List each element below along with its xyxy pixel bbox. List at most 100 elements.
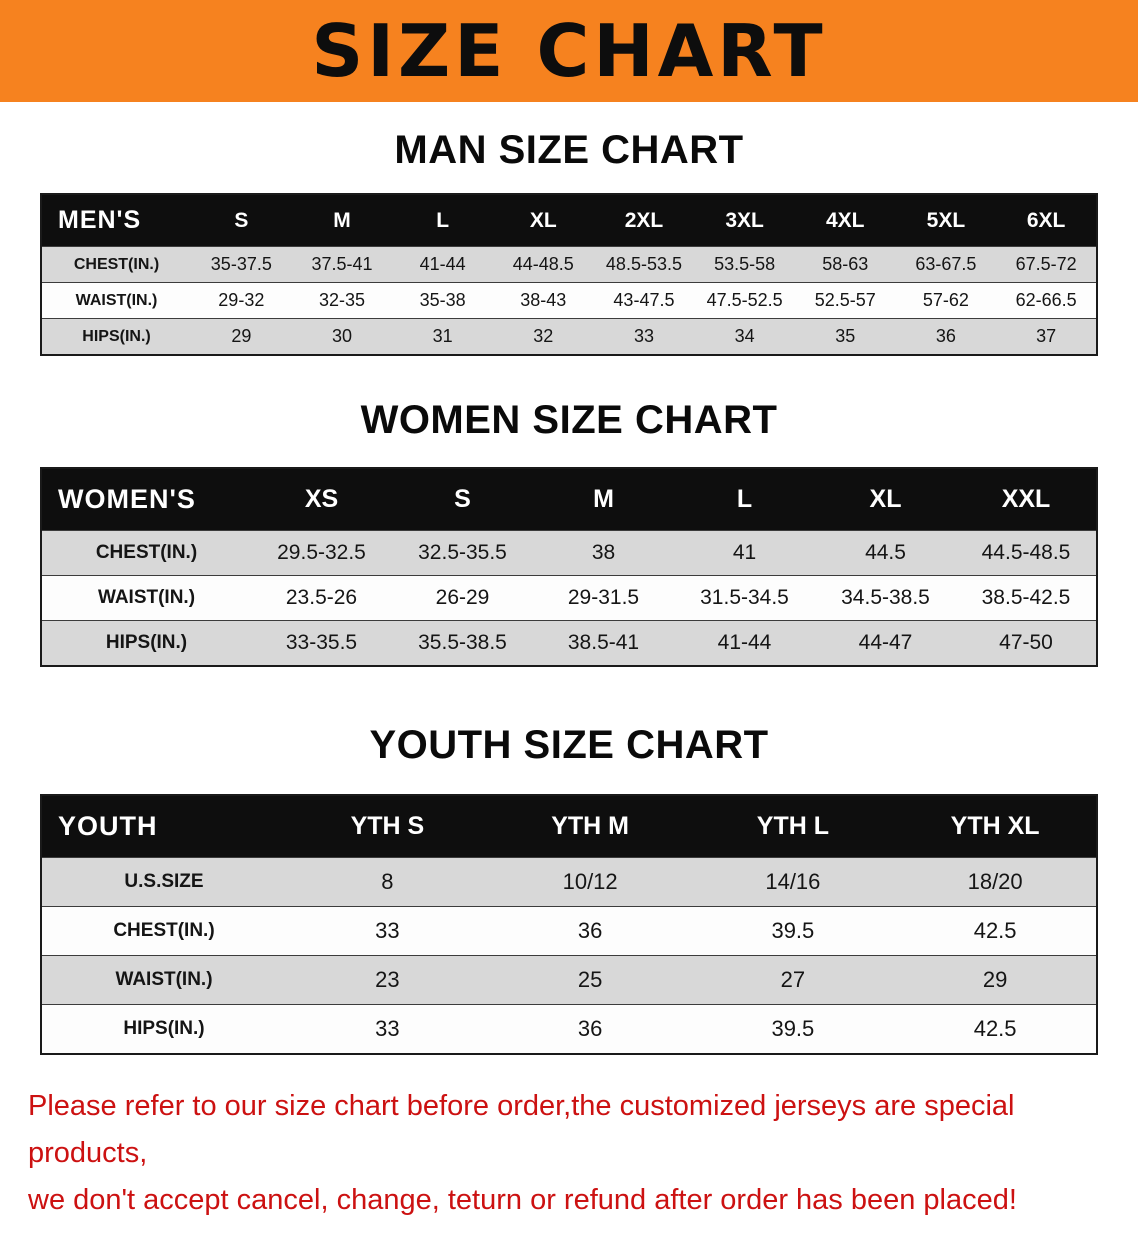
size-value-cell: 57-62	[922, 290, 969, 310]
size-column-header: 2XL	[593, 194, 695, 247]
size-value-cell: 47.5-52.5	[706, 290, 783, 310]
table-header-row: MEN'S S M L XL 2XL 3XL 4XL 5XL 6XL	[41, 194, 1097, 247]
man-size-section: MAN SIZE CHART MEN'S S M L XL 2XL 3XL 4XL 5XL 6XL…	[0, 128, 1138, 356]
table-row: WAIST(IN.) 23 25 27 29	[41, 955, 1097, 1005]
size-value-cell: 37	[1036, 326, 1057, 346]
size-column-header: YTH S	[286, 795, 489, 858]
size-value-cell: 35-37.5	[210, 254, 272, 274]
size-value-cell: 52.5-57	[814, 290, 876, 310]
size-value-cell: 34	[734, 326, 755, 346]
size-value-cell: 67.5-72	[1015, 254, 1077, 274]
table-row: CHEST(IN.) 29.5-32.5 32.5-35.5 38 41 44.5 44.5…	[41, 530, 1097, 576]
size-value-cell: 29	[231, 326, 252, 346]
size-value-cell: 31.5-34.5	[700, 586, 789, 609]
size-column-header: 4XL	[794, 194, 896, 247]
banner: SIZE CHART	[0, 0, 1138, 102]
size-value-cell: 42.5	[973, 1016, 1017, 1041]
row-label: U.S.SIZE	[124, 871, 204, 892]
size-value-cell: 44-47	[858, 631, 913, 654]
size-value-cell: 29	[982, 967, 1008, 992]
size-value-cell: 36	[935, 326, 956, 346]
size-value-cell: 25	[577, 967, 603, 992]
size-value-cell: 44.5-48.5	[981, 541, 1071, 564]
size-value-cell: 47-50	[999, 631, 1053, 654]
table-group-label: WOMEN'S	[41, 468, 251, 531]
size-value-cell: 10/12	[562, 869, 618, 894]
size-value-cell: 27	[780, 967, 806, 992]
disclaimer-line-1: Please refer to our size chart before or…	[28, 1090, 1015, 1169]
size-value-cell: 44.5	[865, 541, 906, 564]
size-value-cell: 30	[331, 326, 352, 346]
table-row: HIPS(IN.) 33 36 39.5 42.5	[41, 1004, 1097, 1054]
man-size-heading: MAN SIZE CHART	[394, 128, 744, 172]
size-value-cell: 38-43	[520, 290, 567, 310]
row-label: WAIST(IN.)	[97, 587, 196, 608]
youth-size-heading: YOUTH SIZE CHART	[369, 723, 769, 767]
size-value-cell: 36	[577, 918, 603, 943]
row-label: CHEST(IN.)	[95, 542, 198, 563]
size-column-header: S	[191, 194, 292, 247]
size-value-cell: 23.5-26	[285, 586, 358, 609]
size-column-header: 5XL	[895, 194, 997, 247]
size-value-cell: 53.5-58	[714, 254, 776, 274]
row-label: CHEST(IN.)	[113, 920, 215, 941]
size-value-cell: 33-35.5	[285, 631, 358, 654]
size-value-cell: 29-31.5	[567, 586, 640, 609]
size-column-header: XS	[251, 468, 392, 531]
size-column-header: M	[291, 194, 393, 247]
size-value-cell: 29-32	[218, 290, 265, 310]
row-label: HIPS(IN.)	[82, 327, 151, 345]
table-row: HIPS(IN.) 29 30 31 32 33 34 35 36 37	[41, 318, 1097, 355]
size-value-cell: 29.5-32.5	[277, 541, 366, 564]
size-column-header: YTH M	[488, 795, 692, 858]
women-size-section: WOMEN SIZE CHART WOMEN'S XS S M L XL XXL CHEST(…	[0, 398, 1138, 667]
table-row: WAIST(IN.) 29-32 32-35 35-38 38-43 43-47.5 47.…	[41, 282, 1097, 319]
size-column-header: XXL	[956, 468, 1097, 531]
table-header-row: YOUTH YTH S YTH M YTH L YTH XL	[41, 795, 1097, 858]
size-value-cell: 38.5-42.5	[981, 586, 1071, 609]
banner-title: SIZE CHART	[311, 9, 827, 93]
row-label: WAIST(IN.)	[75, 291, 158, 309]
table-row: CHEST(IN.) 35-37.5 37.5-41 41-44 44-48.5 48.5…	[41, 246, 1097, 283]
youth-size-section: YOUTH SIZE CHART YOUTH YTH S YTH M YTH L YTH…	[0, 723, 1138, 1055]
size-value-cell: 41	[732, 541, 757, 564]
size-column-header: L	[674, 468, 815, 531]
size-value-cell: 35.5-38.5	[418, 631, 507, 654]
size-value-cell: 62-66.5	[1015, 290, 1077, 310]
size-column-header: XL	[492, 194, 594, 247]
size-value-cell: 23	[375, 967, 400, 992]
row-label: WAIST(IN.)	[115, 969, 213, 990]
size-value-cell: 35-38	[419, 290, 466, 310]
size-column-header: S	[392, 468, 533, 531]
disclaimer-line-2: we don't accept cancel, change, teturn o…	[28, 1184, 1017, 1216]
size-value-cell: 41-44	[419, 254, 466, 274]
table-row: U.S.SIZE 8 10/12 14/16 18/20	[41, 857, 1097, 907]
size-value-cell: 38.5-41	[567, 631, 640, 654]
size-value-cell: 8	[381, 869, 394, 894]
table-header-row: WOMEN'S XS S M L XL XXL	[41, 468, 1097, 531]
size-value-cell: 48.5-53.5	[605, 254, 682, 274]
size-column-header: 6XL	[996, 194, 1097, 247]
size-value-cell: 32	[533, 326, 554, 346]
women-size-table: WOMEN'S XS S M L XL XXL CHEST(IN.) 29.5-32.5 32.5…	[40, 467, 1098, 667]
size-value-cell: 26-29	[435, 586, 490, 609]
table-group-label: MEN'S	[41, 194, 191, 247]
size-value-cell: 33	[375, 918, 400, 943]
size-column-header: YTH XL	[894, 795, 1097, 858]
table-group-label: YOUTH	[41, 795, 286, 858]
size-value-cell: 34.5-38.5	[841, 586, 930, 609]
size-value-cell: 37.5-41	[311, 254, 373, 274]
women-size-heading: WOMEN SIZE CHART	[360, 398, 778, 442]
row-label: HIPS(IN.)	[123, 1018, 205, 1039]
table-row: WAIST(IN.) 23.5-26 26-29 29-31.5 31.5-34.5 34…	[41, 575, 1097, 621]
size-value-cell: 42.5	[973, 918, 1017, 943]
size-value-cell: 43-47.5	[613, 290, 675, 310]
table-row: HIPS(IN.) 33-35.5 35.5-38.5 38.5-41 41-44 44-…	[41, 620, 1097, 666]
table-row: CHEST(IN.) 33 36 39.5 42.5	[41, 906, 1097, 956]
size-column-header: YTH L	[691, 795, 895, 858]
size-value-cell: 38	[591, 541, 616, 564]
size-value-cell: 63-67.5	[915, 254, 977, 274]
size-column-header: XL	[815, 468, 956, 531]
size-value-cell: 18/20	[967, 869, 1023, 894]
size-column-header: M	[533, 468, 674, 531]
